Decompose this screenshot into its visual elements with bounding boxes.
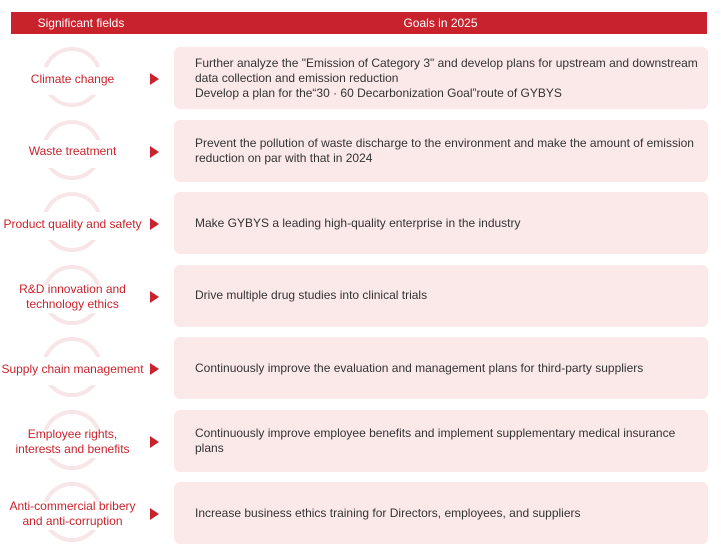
triangle-right-icon bbox=[150, 73, 159, 85]
field-label-line: Climate change bbox=[30, 71, 115, 86]
table-header: Significant fields Goals in 2025 bbox=[11, 12, 707, 34]
significant-field-label: Supply chain management bbox=[0, 341, 145, 397]
goal-text-line: Further analyze the "Emission of Categor… bbox=[195, 55, 698, 70]
field-label-line: Supply chain management bbox=[1, 361, 144, 376]
table-row: R&D innovation and technology ethics Drive… bbox=[0, 264, 721, 329]
triangle-right-icon bbox=[150, 435, 159, 448]
table-row: Employee rights, interests and benefits Co… bbox=[0, 409, 721, 474]
arc-mask bbox=[30, 357, 114, 385]
goal-box: Continuously improve employee benefits a… bbox=[174, 409, 708, 472]
goal-box: Increase business ethics training for Di… bbox=[174, 482, 708, 544]
table-row: Product quality and safety Make GYBYS a l… bbox=[0, 192, 721, 256]
goal-text-line: Continuously improve employee benefits a… bbox=[195, 425, 676, 455]
goal-text-line: Prevent the pollution of waste discharge… bbox=[195, 135, 694, 150]
goal-box: Continuously improve the evaluation and … bbox=[174, 337, 708, 399]
table-row: Waste treatment Prevent the pollution of … bbox=[0, 119, 721, 184]
arc-mask bbox=[30, 502, 114, 530]
goal-box: Make GYBYS a leading high-quality enterp… bbox=[174, 192, 708, 254]
field-label-line: interests and benefits bbox=[15, 441, 130, 456]
field-label-line: Product quality and safety bbox=[3, 216, 142, 231]
significant-field-label: Anti-commercial bribery and anti-corrupti… bbox=[0, 486, 145, 542]
significant-field-label: Climate change bbox=[0, 51, 145, 107]
significant-field-label: Employee rights, interests and benefits bbox=[0, 414, 145, 470]
field-label-line: Waste treatment bbox=[28, 144, 117, 158]
arc-mask bbox=[30, 67, 114, 95]
triangle-right-icon bbox=[150, 508, 159, 520]
arc-mask bbox=[30, 429, 114, 458]
goal-text-line: Drive multiple drug studies into clinica… bbox=[195, 288, 428, 302]
triangle-right-icon bbox=[150, 290, 159, 303]
goal-text-line: reduction on par with that in 2024 bbox=[195, 150, 373, 165]
table-row: Climate change Further analyze the "Emiss… bbox=[0, 47, 721, 111]
goal-box: Drive multiple drug studies into clinica… bbox=[174, 264, 708, 327]
triangle-right-icon bbox=[150, 218, 159, 230]
field-label-line: and anti-corruption bbox=[22, 514, 123, 528]
header-significant-fields: Significant fields bbox=[37, 16, 125, 30]
arc-mask bbox=[30, 284, 114, 313]
field-label-line: R&D innovation and bbox=[19, 281, 126, 296]
arc-mask bbox=[30, 212, 114, 240]
goal-text-line: Make GYBYS a leading high-quality enterp… bbox=[195, 215, 521, 230]
goal-text-line: Develop a plan for the“30 · 60 Decarboni… bbox=[195, 85, 562, 100]
field-label-line: Employee rights, bbox=[27, 426, 118, 441]
significant-field-label: Waste treatment bbox=[0, 124, 145, 180]
table-row: Anti-commercial bribery and anti-corrupti… bbox=[0, 482, 721, 546]
goal-box: Prevent the pollution of waste discharge… bbox=[174, 119, 708, 182]
field-label-line: Anti-commercial bribery bbox=[9, 499, 136, 513]
significant-field-label: R&D innovation and technology ethics bbox=[0, 269, 145, 325]
arc-mask bbox=[30, 139, 114, 168]
header-goals: Goals in 2025 bbox=[403, 16, 478, 30]
goal-box: Further analyze the "Emission of Categor… bbox=[174, 47, 708, 109]
goal-text-line: data collection and emission reduction bbox=[195, 70, 399, 85]
triangle-right-icon bbox=[150, 363, 159, 375]
triangle-right-icon bbox=[150, 145, 159, 158]
field-label-line: technology ethics bbox=[26, 296, 119, 311]
goal-text-line: Continuously improve the evaluation and … bbox=[195, 360, 644, 375]
significant-field-label: Product quality and safety bbox=[0, 196, 145, 252]
goal-text-line: Increase business ethics training for Di… bbox=[195, 505, 581, 520]
table-row: Supply chain management Continuously impr… bbox=[0, 337, 721, 401]
